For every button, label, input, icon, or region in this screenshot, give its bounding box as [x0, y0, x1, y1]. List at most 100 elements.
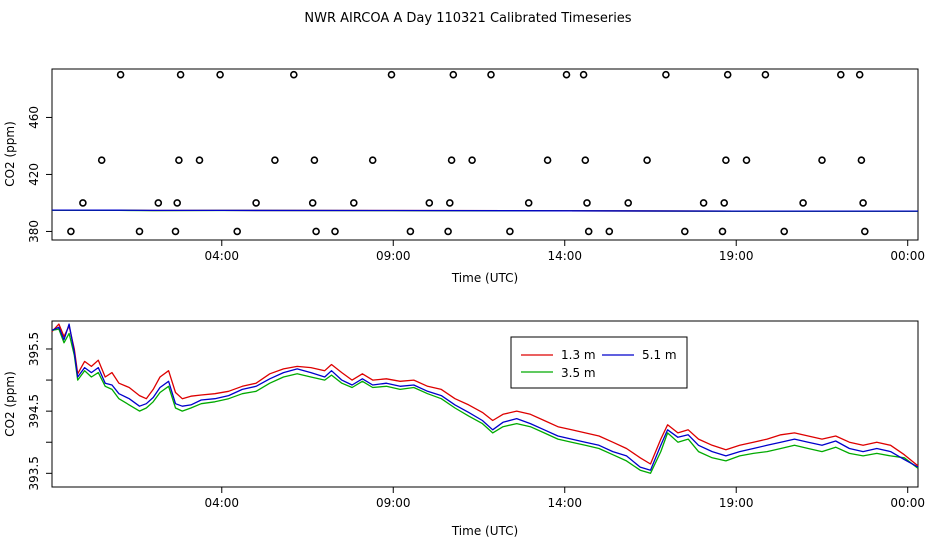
scatter-point	[857, 156, 866, 164]
scatter-point	[761, 70, 770, 79]
scatter-point	[176, 70, 185, 79]
bottom-x-axis-label: Time (UTC)	[451, 524, 518, 538]
top-y-ticks: 380 420 460	[27, 106, 52, 243]
scatter-point	[718, 227, 727, 236]
scatter-point	[468, 156, 476, 164]
legend-label-1-3m: 1.3 m	[561, 348, 596, 362]
bottom-x-tick-label: 00:00	[890, 496, 925, 510]
scatter-point	[67, 227, 75, 236]
chart-title: NWR AIRCOA A Day 110321 Calibrated Times…	[304, 11, 631, 26]
bottom-panel: Time (UTC) CO2 (ppm) 04:00 09:00 14:00 19:0…	[3, 320, 925, 538]
scatter-point	[116, 70, 125, 79]
bottom-x-ticks: 04:00 09:00 14:00 19:00 00:00	[204, 487, 925, 510]
scatter-point	[195, 156, 204, 164]
scatter-point	[368, 156, 377, 164]
scatter-point	[331, 227, 339, 236]
scatter-point	[425, 199, 434, 207]
scatter-point	[173, 199, 181, 207]
scatter-point	[312, 227, 320, 236]
scatter-point	[643, 156, 651, 164]
scatter-point	[447, 156, 456, 164]
scatter-point	[662, 70, 670, 79]
scatter-point	[79, 199, 87, 207]
scatter-point	[175, 156, 183, 164]
top-x-axis-label: Time (UTC)	[451, 271, 518, 285]
scatter-point	[624, 199, 633, 207]
top-plot-frame	[51, 68, 919, 241]
scatter-point	[855, 70, 864, 79]
scatter-point	[289, 70, 298, 79]
scatter-point	[171, 227, 180, 236]
bottom-y-tick-label: 395.5	[27, 332, 41, 366]
bottom-series-5-1-m	[51, 323, 919, 471]
top-series-5-1-m	[51, 209, 918, 212]
scatter-point	[680, 227, 689, 236]
scatter-point	[97, 156, 106, 164]
legend: 1.3 m 5.1 m 3.5 m	[510, 336, 688, 389]
top-x-tick-label: 09:00	[376, 249, 411, 263]
scatter-point	[742, 156, 751, 164]
scatter-point	[543, 156, 552, 164]
top-series-lines	[51, 209, 918, 212]
top-x-tick-label: 00:00	[890, 249, 925, 263]
scatter-point	[581, 156, 590, 164]
scatter-point	[699, 199, 708, 207]
bottom-y-tick-label: 394.5	[27, 394, 41, 428]
scatter-point	[836, 70, 845, 79]
scatter-point	[444, 227, 452, 236]
legend-label-5-1m: 5.1 m	[642, 348, 677, 362]
scatter-point	[799, 199, 807, 207]
scatter-point	[579, 70, 588, 79]
top-x-ticks: 04:00 09:00 14:00 19:00 00:00	[204, 240, 925, 263]
scatter-point	[780, 227, 789, 236]
scatter-point	[818, 156, 826, 164]
scatter-point	[449, 70, 458, 79]
top-y-axis-label: CO2 (ppm)	[3, 121, 17, 187]
scatter-point	[406, 227, 415, 236]
scatter-point	[216, 70, 224, 79]
scatter-point	[583, 199, 591, 207]
scatter-point	[723, 70, 732, 79]
top-y-tick-label: 380	[27, 220, 41, 243]
legend-box	[510, 336, 688, 389]
top-y-tick-label: 420	[27, 163, 41, 186]
scatter-point	[487, 70, 495, 79]
top-x-tick-label: 19:00	[719, 249, 754, 263]
scatter-point	[722, 156, 730, 164]
scatter-point	[720, 199, 729, 207]
scatter-point	[154, 199, 163, 207]
top-panel: Time (UTC) CO2 (ppm) 04:00 09:00 14:00 19:0…	[3, 68, 925, 285]
bottom-x-tick-label: 09:00	[376, 496, 411, 510]
scatter-point	[308, 199, 317, 207]
scatter-point	[135, 227, 144, 236]
bottom-y-axis-label: CO2 (ppm)	[3, 371, 17, 437]
bottom-series-3-5-m	[51, 328, 919, 474]
top-x-tick-label: 14:00	[547, 249, 582, 263]
scatter-point	[233, 227, 241, 236]
top-y-tick-label: 460	[27, 106, 41, 129]
scatter-point	[562, 70, 571, 79]
scatter-point	[860, 227, 869, 236]
bottom-series-1-3-m	[51, 323, 919, 467]
scatter-point	[859, 199, 867, 207]
bottom-plot-frame	[51, 320, 919, 488]
top-x-tick-label: 04:00	[204, 249, 239, 263]
bottom-x-tick-label: 04:00	[204, 496, 239, 510]
scatter-point	[524, 199, 533, 207]
scatter-point	[445, 199, 454, 207]
bottom-series-lines	[51, 323, 919, 474]
bottom-y-ticks: 393.5 394.5 395.5	[27, 332, 52, 491]
bottom-x-tick-label: 19:00	[719, 496, 754, 510]
scatter-point	[349, 199, 358, 207]
scatter-point	[387, 70, 396, 79]
scatter-point	[506, 227, 514, 236]
scatter-point	[605, 227, 614, 236]
scatter-point	[271, 156, 279, 164]
top-scatter-points	[67, 70, 869, 236]
bottom-y-tick-label: 393.5	[27, 456, 41, 490]
scatter-point	[252, 199, 260, 207]
scatter-point	[584, 227, 593, 236]
bottom-x-tick-label: 14:00	[547, 496, 582, 510]
scatter-point	[310, 156, 319, 164]
